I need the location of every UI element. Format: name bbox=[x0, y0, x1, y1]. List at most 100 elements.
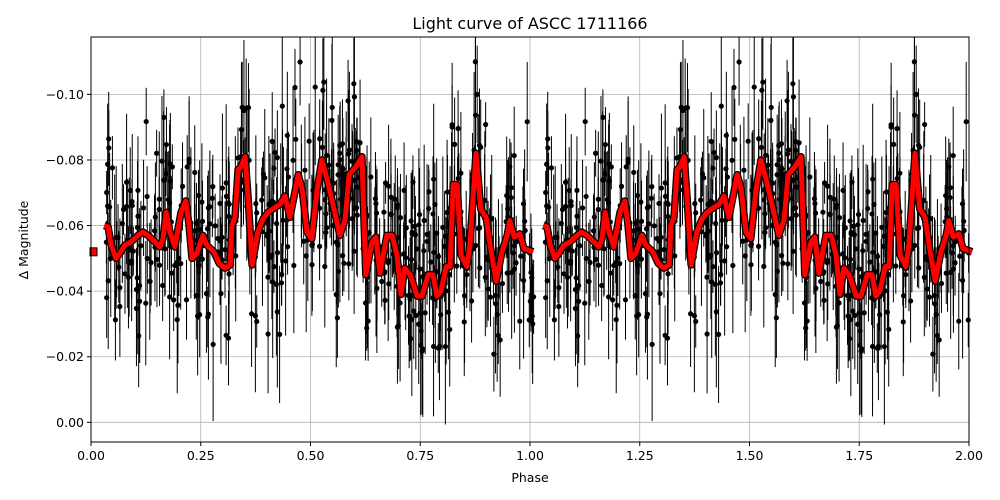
data-point bbox=[572, 286, 579, 293]
data-point bbox=[303, 253, 309, 259]
data-point bbox=[167, 178, 173, 184]
data-point bbox=[579, 205, 586, 211]
data-point bbox=[774, 162, 780, 168]
data-point bbox=[599, 282, 605, 289]
data-point bbox=[364, 325, 370, 331]
curve-line bbox=[542, 150, 973, 299]
data-point bbox=[544, 161, 550, 167]
data-point bbox=[891, 141, 897, 147]
data-point bbox=[845, 313, 851, 319]
data-point bbox=[120, 206, 127, 213]
data-point bbox=[793, 184, 799, 190]
data-point bbox=[600, 114, 606, 120]
data-point bbox=[618, 183, 625, 189]
data-point bbox=[693, 318, 699, 325]
data-point bbox=[657, 291, 663, 297]
data-point bbox=[430, 211, 436, 217]
data-point bbox=[751, 84, 757, 90]
data-point bbox=[556, 303, 562, 310]
data-point bbox=[790, 94, 797, 100]
data-point bbox=[219, 185, 226, 191]
data-point bbox=[435, 253, 442, 260]
data-point bbox=[646, 204, 652, 210]
data-point bbox=[844, 292, 851, 298]
data-point bbox=[161, 114, 167, 120]
data-point bbox=[831, 196, 837, 202]
data-point bbox=[143, 118, 149, 125]
data-point bbox=[422, 310, 428, 316]
data-point bbox=[774, 268, 780, 274]
data-point bbox=[729, 157, 735, 163]
data-point bbox=[730, 262, 736, 269]
data-point bbox=[104, 189, 110, 196]
data-point bbox=[207, 204, 213, 210]
data-point bbox=[788, 216, 794, 222]
data-point bbox=[284, 132, 290, 139]
data-point bbox=[558, 220, 564, 227]
data-point bbox=[272, 149, 278, 156]
data-point bbox=[442, 343, 448, 350]
data-point bbox=[192, 228, 198, 234]
data-point bbox=[622, 297, 629, 303]
data-point bbox=[138, 243, 144, 249]
data-point bbox=[455, 125, 461, 132]
data-point bbox=[947, 194, 953, 201]
data-point bbox=[950, 152, 956, 159]
data-point bbox=[388, 194, 394, 200]
data-point bbox=[593, 150, 599, 156]
data-point bbox=[410, 179, 416, 185]
data-point bbox=[223, 180, 229, 186]
data-point bbox=[411, 223, 418, 229]
data-point bbox=[936, 337, 942, 343]
data-point bbox=[777, 196, 783, 203]
data-point bbox=[638, 256, 644, 262]
data-point bbox=[614, 302, 620, 308]
data-point bbox=[293, 136, 299, 142]
data-point bbox=[297, 59, 303, 65]
data-point bbox=[301, 238, 307, 244]
data-point bbox=[762, 152, 769, 158]
data-point bbox=[112, 317, 119, 323]
data-point bbox=[544, 278, 550, 284]
data-point bbox=[341, 260, 347, 266]
data-point bbox=[335, 241, 341, 247]
data-point bbox=[779, 173, 785, 179]
data-point bbox=[869, 343, 876, 350]
data-point bbox=[573, 224, 580, 231]
data-point bbox=[477, 265, 483, 271]
data-point bbox=[504, 270, 510, 276]
data-point bbox=[836, 215, 843, 221]
data-point bbox=[613, 260, 619, 266]
chart-title: Light curve of ASCC 1711166 bbox=[412, 14, 647, 33]
data-point bbox=[761, 263, 767, 270]
data-point bbox=[441, 243, 448, 250]
data-point bbox=[790, 81, 796, 87]
data-point bbox=[780, 260, 786, 266]
data-point bbox=[417, 310, 423, 316]
data-point bbox=[381, 209, 387, 215]
data-point bbox=[755, 243, 762, 250]
data-point bbox=[511, 152, 517, 159]
data-point bbox=[147, 278, 153, 285]
data-point bbox=[706, 200, 712, 206]
data-point bbox=[417, 266, 423, 272]
data-point bbox=[337, 157, 343, 163]
data-point bbox=[405, 292, 412, 298]
data-point bbox=[842, 255, 848, 261]
data-point bbox=[723, 166, 729, 172]
data-point bbox=[661, 247, 667, 253]
data-point bbox=[283, 258, 289, 264]
y-tick-label: −0.10 bbox=[46, 87, 84, 102]
data-point bbox=[438, 312, 444, 318]
data-point bbox=[292, 84, 298, 91]
data-point bbox=[587, 259, 593, 266]
data-point bbox=[279, 103, 285, 109]
data-point bbox=[291, 262, 297, 269]
data-point bbox=[779, 253, 785, 259]
data-point bbox=[861, 310, 867, 316]
data-point bbox=[543, 189, 549, 196]
data-point bbox=[115, 234, 121, 241]
data-point bbox=[965, 317, 971, 323]
binned-mean-curve bbox=[89, 149, 974, 300]
data-point bbox=[821, 180, 828, 186]
